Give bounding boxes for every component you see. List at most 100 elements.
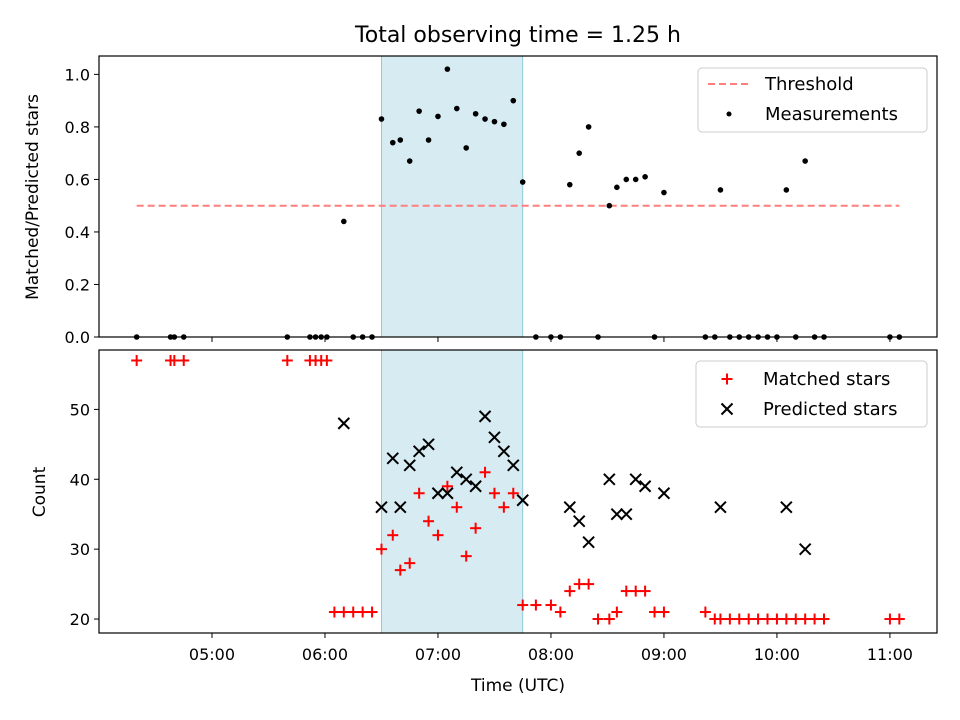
measurement-point [444, 66, 451, 72]
bottom-xtick-label: 07:00 [415, 645, 461, 664]
measurements-legend-label: Measurements [765, 104, 898, 125]
matched-star-point [818, 613, 830, 625]
matched-star-point [168, 354, 180, 366]
top-ytick-label: 1.0 [65, 65, 90, 84]
top-data-layer [133, 66, 903, 340]
predicted-star-point [780, 501, 793, 514]
matched-star-point [131, 354, 143, 366]
measurement-point [510, 97, 517, 104]
bottom-xtick-label: 10:00 [754, 645, 800, 664]
matched-star-point [423, 515, 435, 527]
predicted-star-point [460, 473, 473, 486]
matched-star-point [583, 578, 595, 590]
matched-star-point [799, 613, 811, 625]
matched-star-point [470, 522, 482, 534]
measurement-point [566, 181, 573, 188]
measurement-point [501, 121, 507, 128]
matched-star-point [790, 613, 802, 625]
matched-star-point [780, 613, 792, 625]
matched-star-point [413, 487, 425, 499]
matched-star-point [328, 606, 340, 618]
measurement-point [397, 137, 404, 143]
measurement-point [585, 124, 592, 130]
predicted-star-point [610, 508, 624, 521]
matched-star-point [451, 501, 463, 513]
predicted-legend-marker [720, 402, 734, 416]
measurement-point [453, 105, 460, 112]
predicted-star-point [516, 494, 529, 507]
matched-star-point [347, 606, 359, 618]
matched-star-point [699, 606, 711, 618]
top-legend: Threshold Measurements [697, 67, 928, 133]
measurement-point [632, 176, 639, 183]
predicted-star-point [620, 508, 633, 521]
matched-star-point [357, 606, 369, 618]
predicted-star-point [337, 417, 351, 430]
measurement-point [491, 118, 498, 125]
measurement-point [519, 179, 526, 185]
matched-star-point [507, 487, 519, 499]
matched-star-point [592, 613, 604, 625]
predicted-star-point [412, 445, 426, 458]
predicted-star-point [403, 459, 416, 472]
predicted-star-point [563, 501, 576, 514]
measurement-point [341, 218, 347, 225]
matched-star-point [752, 613, 764, 625]
predicted-star-point [488, 431, 501, 444]
matched-star-point [603, 613, 615, 625]
matched-star-point [338, 606, 350, 618]
measurement-point [623, 176, 630, 183]
measurement-point [717, 187, 724, 193]
figure-title: Total observing time = 1.25 h [354, 23, 681, 48]
top-grid-layer: 0.0 0.2 0.4 0.6 0.8 1.0 [65, 65, 891, 347]
matched-star-point [733, 613, 745, 625]
bottom-grid-layer: 20 30 40 50 05:00 06:00 07:00 08:00 09:00 10:00 11… [70, 400, 913, 664]
matched-star-point [479, 466, 491, 478]
matched-star-point [564, 585, 576, 597]
matched-star-point [441, 480, 453, 492]
top-ytick-label: 0.8 [65, 118, 90, 137]
matched-star-point [498, 501, 510, 513]
measurement-point [425, 137, 432, 143]
predicted-star-point [572, 514, 586, 528]
matched-star-point [530, 599, 542, 611]
matched-star-point [771, 613, 783, 625]
predicted-star-point [629, 473, 642, 486]
matched-star-point [611, 606, 623, 618]
top-ylabel: Matched/Predicted stars [23, 94, 43, 300]
top-ytick-label: 0.2 [65, 275, 90, 294]
predicted-star-point [507, 459, 520, 472]
bottom-panel: 20 30 40 50 05:00 06:00 07:00 08:00 09:00 10:00 11… [30, 349, 938, 696]
measurement-point [389, 139, 396, 146]
predicted-star-point [582, 535, 595, 549]
matched-star-point [649, 606, 661, 618]
top-highlight-layer [380, 55, 524, 338]
matched-star-point [517, 599, 529, 611]
measurement-point [463, 145, 470, 151]
matched-star-point [714, 613, 726, 625]
measurement-point [614, 184, 620, 191]
measurement-point [472, 110, 479, 117]
matched-star-point [724, 613, 736, 625]
bottom-data-layer [131, 354, 905, 625]
matched-star-point [178, 354, 190, 366]
top-ytick-label: 0.0 [65, 328, 90, 347]
matched-star-point [394, 564, 406, 576]
matched-star-point [639, 585, 651, 597]
predicted-star-point [375, 501, 388, 514]
matched-star-point [658, 606, 670, 618]
matched-star-point [404, 557, 416, 569]
matched-star-point [630, 585, 642, 597]
bottom-highlight-layer [380, 349, 524, 634]
measurement-point [661, 189, 667, 196]
matched-star-point [554, 606, 566, 618]
top-ytick-label: 0.6 [65, 170, 90, 189]
bottom-xtick-label: 06:00 [302, 645, 348, 664]
predicted-star-point [386, 452, 399, 465]
matched-legend-label: Matched stars [763, 369, 890, 390]
matched-star-point [387, 529, 399, 541]
bottom-xlabel: Time (UTC) [470, 676, 565, 696]
bottom-highlight-span [380, 349, 524, 634]
matched-star-point [809, 613, 821, 625]
